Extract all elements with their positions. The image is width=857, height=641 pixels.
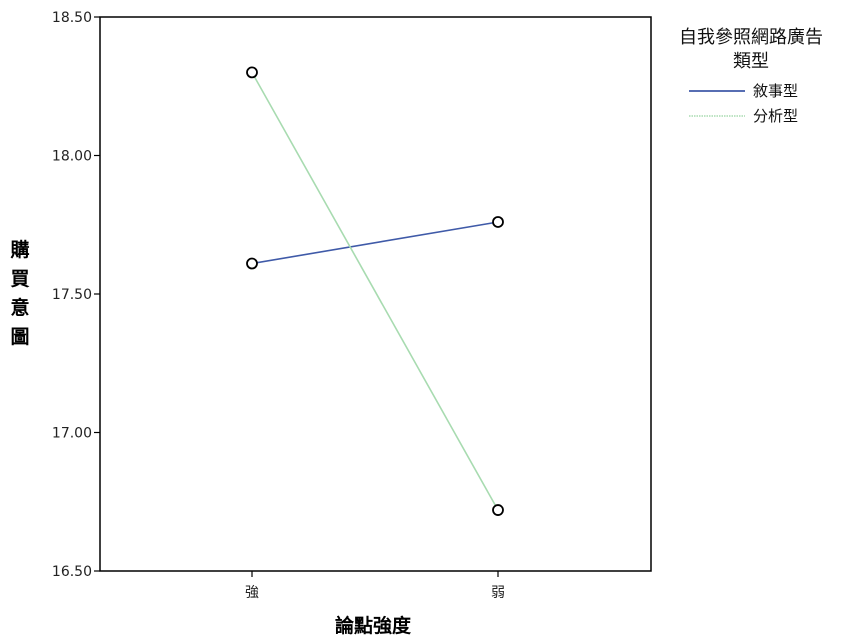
y-tick-label: 18.00 xyxy=(52,149,92,165)
series-2-point xyxy=(492,504,504,516)
x-tick-label: 強 xyxy=(245,585,259,601)
legend-label-2: 分析型 xyxy=(753,107,798,125)
y-tick-label: 16.50 xyxy=(52,564,92,580)
x-axis: 強弱 xyxy=(245,571,505,601)
y-axis-title-char: 購 xyxy=(10,238,29,261)
y-tick-label: 17.00 xyxy=(52,426,92,442)
series-line-2 xyxy=(251,72,499,511)
legend-label-1: 敘事型 xyxy=(753,82,798,100)
x-axis-title: 論點強度 xyxy=(335,614,412,637)
y-axis-title-char: 意 xyxy=(10,296,29,319)
y-axis: 16.50 17.00 17.50 18.00 18.50 xyxy=(52,10,100,580)
legend-title-line: 類型 xyxy=(733,51,769,72)
y-axis-title-char: 圖 xyxy=(10,326,29,348)
series-layer xyxy=(246,66,504,516)
y-tick-label: 18.50 xyxy=(52,10,92,26)
x-tick-label: 弱 xyxy=(491,585,505,601)
legend-title-line: 自我參照網路廣告 xyxy=(679,27,823,48)
y-axis-title: 購買意圖 xyxy=(10,238,29,348)
series-1-point xyxy=(246,257,258,270)
series-2-point xyxy=(246,66,258,79)
plot-frame xyxy=(99,16,652,572)
series-1-point xyxy=(492,216,504,228)
series-line-1 xyxy=(251,221,499,265)
legend-title: 自我參照網路廣告類型 xyxy=(679,27,823,72)
y-axis-title-char: 買 xyxy=(10,268,29,290)
y-tick-label: 17.50 xyxy=(52,287,92,303)
